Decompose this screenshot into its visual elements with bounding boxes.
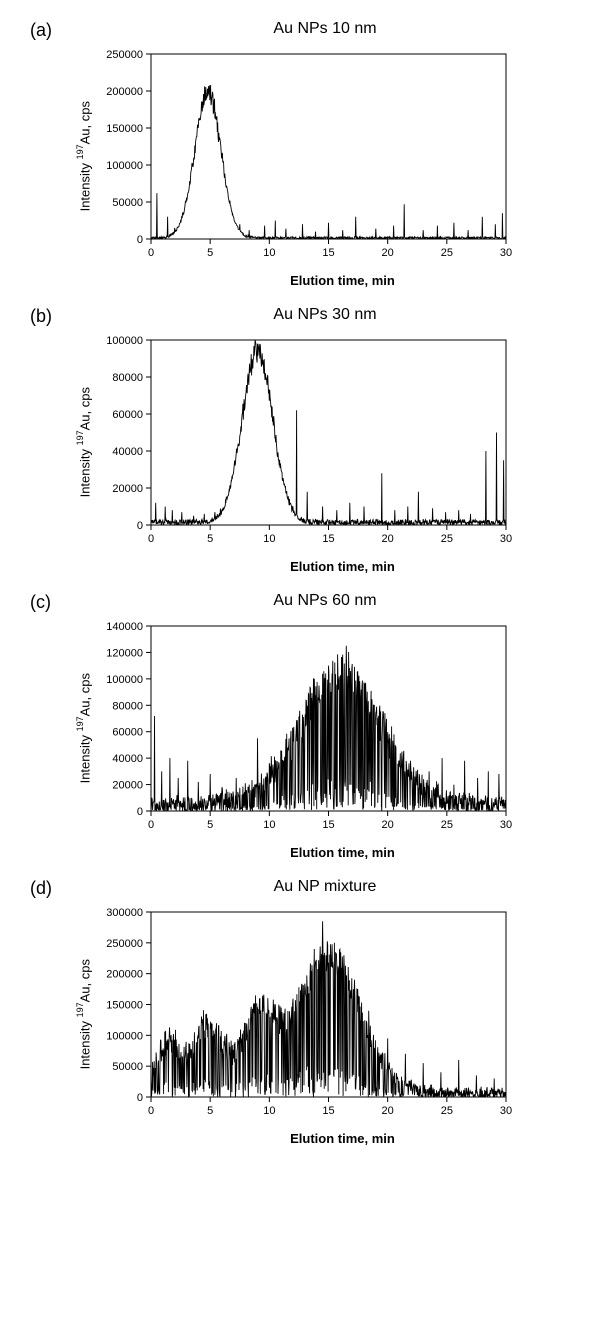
svg-text:25: 25 [441, 819, 453, 831]
svg-text:0: 0 [137, 234, 143, 246]
svg-text:30: 30 [500, 533, 512, 545]
svg-text:100000: 100000 [107, 674, 144, 686]
svg-text:40000: 40000 [113, 753, 144, 765]
chart-panel-d: (d) Au NP mixture Intensity 197Au, cps 0… [20, 878, 570, 1146]
y-axis-label: Intensity 197Au, cps [75, 387, 92, 497]
svg-text:10: 10 [264, 247, 276, 259]
svg-text:5: 5 [207, 819, 213, 831]
svg-text:150000: 150000 [107, 123, 144, 135]
y-axis-label: Intensity 197Au, cps [75, 101, 92, 211]
y-axis-label: Intensity 197Au, cps [75, 959, 92, 1069]
svg-text:50000: 50000 [113, 197, 144, 209]
chart-panel-c: (c) Au NPs 60 nm Intensity 197Au, cps 0 5… [20, 592, 570, 860]
panel-label: (d) [30, 878, 52, 899]
svg-text:300000: 300000 [107, 907, 144, 919]
svg-text:250000: 250000 [107, 938, 144, 950]
svg-text:0: 0 [148, 247, 154, 259]
chart-plot: 0 5 10 15 20 25 30 0 20000 40000 60000 80000 100000 1… [96, 616, 516, 841]
svg-text:0: 0 [137, 520, 143, 532]
svg-text:10: 10 [264, 533, 276, 545]
svg-text:15: 15 [323, 533, 335, 545]
svg-text:40000: 40000 [113, 446, 144, 458]
svg-text:0: 0 [137, 1092, 143, 1104]
svg-text:20: 20 [382, 819, 394, 831]
svg-text:15: 15 [323, 1105, 335, 1117]
svg-text:15: 15 [323, 247, 335, 259]
chart-plot: 0 5 10 15 20 25 30 0 50000 100000 150000 200000 2500… [96, 44, 516, 269]
svg-text:60000: 60000 [113, 409, 144, 421]
svg-text:0: 0 [148, 533, 154, 545]
svg-text:50000: 50000 [113, 1061, 144, 1073]
svg-text:25: 25 [441, 1105, 453, 1117]
svg-text:100000: 100000 [107, 1030, 144, 1042]
svg-text:200000: 200000 [107, 86, 144, 98]
svg-text:200000: 200000 [107, 969, 144, 981]
x-axis-label: Elution time, min [115, 559, 570, 574]
chart-panel-b: (b) Au NPs 30 nm Intensity 197Au, cps 0 5… [20, 306, 570, 574]
svg-text:80000: 80000 [113, 372, 144, 384]
svg-text:250000: 250000 [107, 49, 144, 61]
svg-text:150000: 150000 [107, 1000, 144, 1012]
svg-text:10: 10 [264, 819, 276, 831]
svg-text:0: 0 [148, 819, 154, 831]
svg-text:20: 20 [382, 247, 394, 259]
svg-text:120000: 120000 [107, 647, 144, 659]
panel-label: (b) [30, 306, 52, 327]
chart-title: Au NPs 10 nm [80, 20, 570, 38]
y-axis-label: Intensity 197Au, cps [75, 673, 92, 783]
svg-text:10: 10 [264, 1105, 276, 1117]
svg-text:20: 20 [382, 1105, 394, 1117]
svg-text:20000: 20000 [113, 780, 144, 792]
x-axis-label: Elution time, min [115, 1131, 570, 1146]
svg-text:60000: 60000 [113, 727, 144, 739]
svg-text:20000: 20000 [113, 483, 144, 495]
svg-text:25: 25 [441, 247, 453, 259]
chart-panel-a: (a) Au NPs 10 nm Intensity 197Au, cps 0 5… [20, 20, 570, 288]
chart-title: Au NP mixture [80, 878, 570, 896]
x-axis-label: Elution time, min [115, 273, 570, 288]
svg-text:25: 25 [441, 533, 453, 545]
panel-label: (c) [30, 592, 51, 613]
panel-label: (a) [30, 20, 52, 41]
svg-text:100000: 100000 [107, 335, 144, 347]
svg-text:5: 5 [207, 533, 213, 545]
chart-plot: 0 5 10 15 20 25 30 0 20000 40000 60000 80000 100000 [96, 330, 516, 555]
svg-text:30: 30 [500, 247, 512, 259]
svg-text:100000: 100000 [107, 160, 144, 172]
chart-title: Au NPs 60 nm [80, 592, 570, 610]
svg-text:30: 30 [500, 819, 512, 831]
svg-text:15: 15 [323, 819, 335, 831]
svg-text:0: 0 [137, 806, 143, 818]
chart-title: Au NPs 30 nm [80, 306, 570, 324]
x-axis-label: Elution time, min [115, 845, 570, 860]
svg-text:20: 20 [382, 533, 394, 545]
svg-text:5: 5 [207, 247, 213, 259]
svg-text:80000: 80000 [113, 700, 144, 712]
svg-text:30: 30 [500, 1105, 512, 1117]
svg-text:0: 0 [148, 1105, 154, 1117]
chart-plot: 0 5 10 15 20 25 30 0 50000 100000 150000 200000 2500… [96, 902, 516, 1127]
svg-text:5: 5 [207, 1105, 213, 1117]
svg-text:140000: 140000 [107, 621, 144, 633]
